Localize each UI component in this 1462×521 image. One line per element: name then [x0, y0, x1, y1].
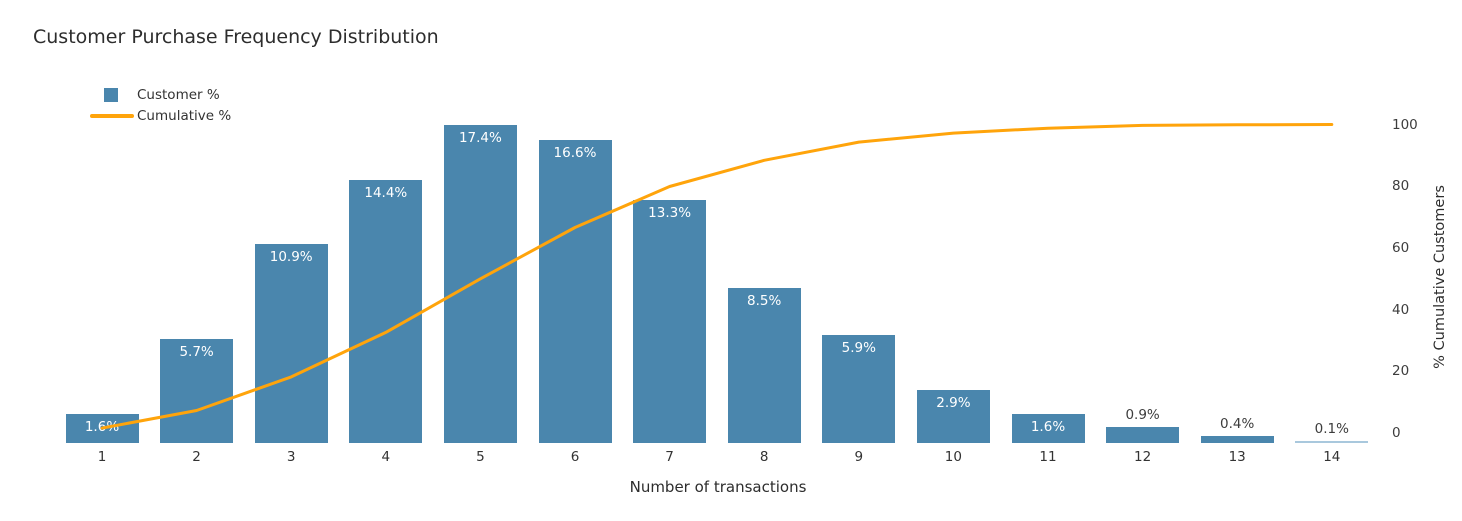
bar-value-label: 16.6% — [553, 144, 597, 161]
y-right-tick-label: 60 — [1392, 239, 1410, 256]
x-tick-label: 4 — [381, 449, 391, 465]
bar-transactions-4[interactable] — [349, 179, 423, 443]
legend-item-cumulative-pct[interactable]: Cumulative % — [90, 106, 231, 126]
x-tick-label: 1 — [97, 449, 107, 465]
x-tick-label: 13 — [1228, 449, 1246, 465]
x-tick-label: 9 — [854, 449, 864, 465]
bar-value-label: 5.7% — [179, 343, 214, 360]
y-right-tick-label: 0 — [1392, 425, 1401, 441]
bar-value-label: 17.4% — [458, 129, 502, 146]
bar-value-label: 13.3% — [648, 204, 692, 221]
legend-swatch-cell — [90, 88, 137, 102]
x-tick-label: 2 — [192, 449, 201, 465]
x-tick-label: 3 — [286, 449, 296, 465]
legend-item-customer-pct[interactable]: Customer % — [90, 85, 220, 105]
bar-value-label: 1.6% — [1030, 418, 1066, 435]
bar-transactions-6[interactable] — [538, 139, 612, 443]
bar-value-label: 5.9% — [841, 340, 876, 357]
y-right-tick-label: 80 — [1392, 178, 1410, 195]
bar-value-label: 2.9% — [936, 394, 971, 411]
bar-value-label: 1.6% — [84, 418, 120, 435]
legend-label-cumulative-pct: Cumulative % — [137, 108, 232, 124]
y-right-tick-label: 20 — [1392, 363, 1410, 380]
line-swatch-icon — [90, 114, 134, 118]
bar-transactions-3[interactable] — [254, 243, 328, 443]
x-tick-label: 10 — [944, 449, 962, 465]
y-right-tick-label: 100 — [1392, 116, 1418, 133]
bar-transactions-7[interactable] — [633, 199, 707, 443]
chart-title: Customer Purchase Frequency Distribution — [33, 26, 439, 48]
bar-transactions-5[interactable] — [443, 124, 517, 443]
bar-value-label: 14.4% — [364, 184, 408, 201]
x-tick-label: 11 — [1039, 449, 1057, 465]
bar-value-label: 8.5% — [747, 292, 782, 309]
y-right-tick-label: 40 — [1392, 301, 1410, 318]
bar-transactions-14[interactable] — [1295, 441, 1369, 443]
bar-transactions-8[interactable] — [727, 287, 801, 443]
x-tick-label: 12 — [1134, 449, 1152, 465]
x-tick-label: 8 — [759, 449, 769, 465]
bar-swatch-icon — [104, 88, 118, 102]
x-tick-label: 5 — [476, 449, 485, 465]
x-axis-title: Number of transactions — [629, 478, 807, 496]
bar-transactions-13[interactable] — [1200, 435, 1274, 443]
bar-value-label: 10.9% — [269, 248, 313, 265]
bar-value-label: 0.1% — [1314, 421, 1349, 437]
x-tick-label: 7 — [665, 449, 674, 465]
legend-label-customer-pct: Customer % — [137, 87, 220, 103]
right-axis-title: % Cumulative Customers — [1432, 185, 1448, 369]
x-tick-label: 6 — [570, 449, 580, 465]
bar-value-label: 0.9% — [1125, 406, 1160, 423]
legend-swatch-cell — [90, 114, 137, 118]
bar-value-label: 0.4% — [1220, 415, 1255, 432]
x-tick-label: 14 — [1323, 449, 1341, 465]
bar-transactions-12[interactable] — [1106, 426, 1180, 443]
